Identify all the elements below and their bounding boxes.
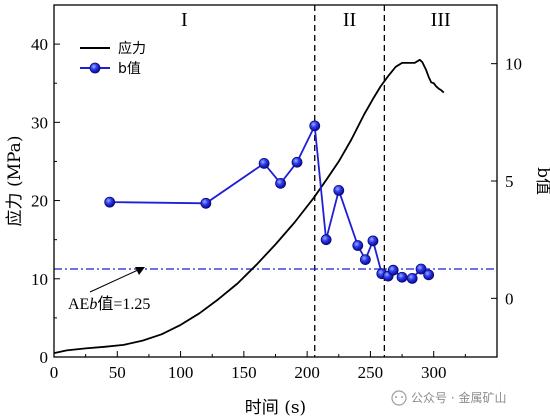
annotation-italic: b (89, 296, 97, 313)
wechat-icon-eye-right (401, 396, 403, 398)
y-left-tick-label-40: 40 (31, 35, 48, 54)
plot-area: I II III (53, 5, 497, 357)
region-label-2: II (343, 9, 356, 31)
axes: 0 50 100 150 200 250 300 0 10 20 30 40 0 5 10 时间 (s) 应力 … (5, 4, 550, 418)
wechat-icon (391, 390, 407, 406)
annotation-arrow-shaft (89, 269, 139, 293)
x-tick-label-200: 200 (294, 363, 320, 382)
annotation-prefix: AE (68, 296, 89, 313)
bvalue-point-7 (320, 234, 332, 246)
wechat-icon-eye-left (395, 396, 397, 398)
y-left-tick-label-10: 10 (31, 270, 48, 289)
y-right-axis-title: b值 (533, 167, 550, 195)
x-tick-label-250: 250 (358, 363, 384, 382)
bvalue-series-line (109, 122, 430, 280)
bvalue-point-1 (104, 196, 116, 208)
annotation-label: AEb值=1.25 (68, 295, 150, 313)
x-tick-label-0: 0 (50, 363, 59, 382)
bvalue-point-9 (352, 240, 364, 251)
bvalue-point-17 (415, 263, 427, 275)
bvalue-point-6 (309, 120, 321, 132)
legend-stress-label: 应力 (118, 40, 146, 57)
annotation-arrow-head (135, 267, 145, 275)
y-right-tick-label-0: 0 (505, 289, 514, 308)
bvalue-point-3 (258, 157, 270, 169)
annotation-suffix: 值=1.25 (97, 295, 150, 313)
x-tick-label-300: 300 (421, 363, 447, 382)
bvalue-point-8 (333, 184, 345, 196)
y-right-tick-label-5: 5 (505, 172, 514, 191)
bvalue-point-5 (291, 156, 303, 168)
watermark-text: 公众号 · 金属矿山 (411, 390, 506, 405)
y-right-tick-label-10: 10 (505, 55, 522, 74)
bvalue-point-16 (406, 272, 418, 284)
legend-bvalue-marker (89, 62, 101, 74)
bvalue-point-4 (275, 177, 286, 189)
watermark: 公众号 · 金属矿山 (391, 390, 506, 406)
x-axis-title: 时间 (s) (245, 398, 306, 418)
region-label-1: I (181, 9, 188, 31)
x-tick-label-50: 50 (109, 363, 126, 382)
stress-series-line (53, 58, 445, 354)
y-left-tick-label-0: 0 (40, 348, 49, 367)
bvalue-point-10 (359, 254, 371, 266)
legend-bvalue-label: b值 (118, 61, 141, 77)
reference-annotation: AEb值=1.25 (68, 267, 150, 313)
y-left-axis-title: 应力 (MPa) (5, 136, 25, 227)
bvalue-point-2 (200, 197, 212, 209)
bvalue-point-11 (367, 235, 379, 247)
x-tick-label-100: 100 (168, 363, 194, 382)
x-tick-label-150: 150 (231, 363, 257, 382)
bvalue-point-14 (387, 264, 399, 276)
bvalue-point-15 (396, 271, 408, 283)
region-label-3: III (431, 9, 451, 31)
bvalue-point-18 (423, 269, 435, 281)
y-left-tick-label-20: 20 (31, 192, 48, 211)
legend: 应力 b值 (80, 40, 146, 77)
y-left-tick-label-30: 30 (31, 113, 48, 132)
